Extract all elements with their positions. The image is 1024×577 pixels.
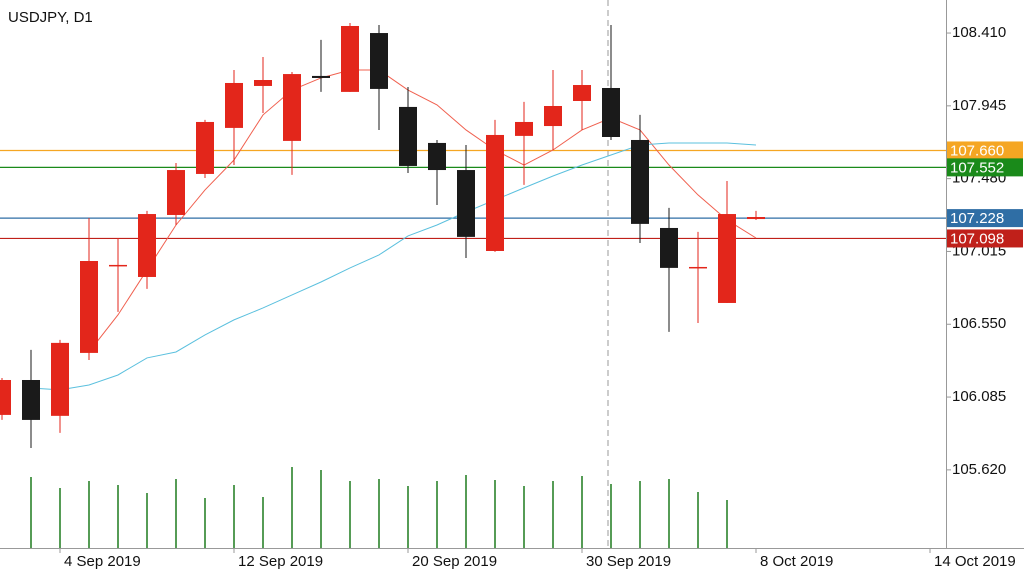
candle-body	[631, 139, 649, 224]
candle-body	[660, 227, 678, 268]
level-label: 107.228	[950, 210, 1004, 227]
candle-body	[22, 379, 40, 420]
candle-body	[0, 379, 11, 415]
candle-body	[283, 74, 301, 141]
candle-body	[341, 25, 359, 92]
candle-body	[138, 214, 156, 277]
candle-body	[689, 266, 707, 269]
level-label: 107.552	[950, 159, 1004, 176]
y-tick-label: 107.945	[952, 97, 1006, 114]
candle-body	[370, 33, 388, 89]
moving-average	[88, 69, 757, 353]
candle-body	[457, 170, 475, 237]
candle-body	[196, 121, 214, 174]
candle-body	[486, 134, 504, 251]
level-label-box	[947, 158, 1023, 177]
candle-body	[573, 85, 591, 101]
level-label-box	[947, 209, 1023, 228]
candle-body	[80, 261, 98, 353]
candle-body	[718, 214, 736, 303]
x-tick-label: 14 Oct 2019	[934, 553, 1016, 570]
level-label-box	[947, 141, 1023, 160]
y-tick-label: 108.410	[952, 24, 1006, 41]
x-tick-label: 12 Sep 2019	[238, 553, 323, 570]
chart-title: USDJPY, D1	[8, 9, 93, 26]
y-tick-label: 106.550	[952, 315, 1006, 332]
level-label: 107.098	[950, 230, 1004, 247]
candle-body	[225, 82, 243, 128]
candle-body	[312, 75, 330, 78]
x-tick-label: 20 Sep 2019	[412, 553, 497, 570]
level-label-box	[947, 229, 1023, 248]
x-tick-label: 8 Oct 2019	[760, 553, 833, 570]
y-tick-label: 105.620	[952, 461, 1006, 478]
x-tick-label: 30 Sep 2019	[586, 553, 671, 570]
level-label: 107.660	[950, 142, 1004, 159]
candle-body	[428, 142, 446, 171]
candle-body	[399, 106, 417, 166]
candle-body	[167, 170, 185, 215]
x-tick-label: 4 Sep 2019	[64, 553, 141, 570]
candle-body	[544, 105, 562, 127]
y-tick-label: 106.085	[952, 388, 1006, 405]
candle-body	[254, 80, 272, 86]
candle-body	[109, 264, 127, 267]
candle-body	[747, 217, 765, 220]
candle-body	[602, 87, 620, 137]
candle-body	[51, 342, 69, 416]
candle-body	[515, 121, 533, 136]
